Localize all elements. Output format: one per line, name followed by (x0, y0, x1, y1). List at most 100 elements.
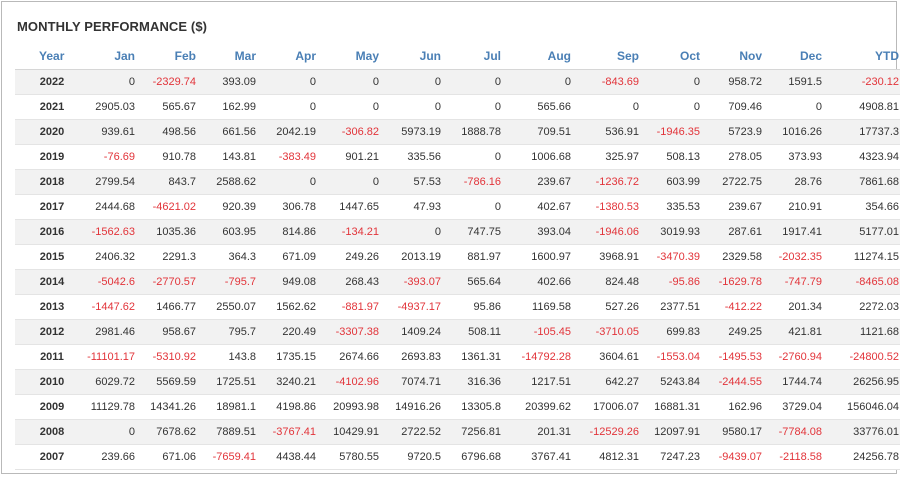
value-cell: -2032.35 (769, 244, 829, 270)
year-cell: 2016 (15, 219, 81, 245)
value-cell: 7861.68 (829, 169, 900, 195)
value-cell: 1169.58 (508, 294, 578, 320)
year-cell: 2009 (15, 394, 81, 420)
column-header-apr[interactable]: Apr (263, 42, 323, 70)
value-cell: 354.66 (829, 194, 900, 220)
value-cell: 0 (646, 69, 707, 95)
value-cell: 11274.15 (829, 244, 900, 270)
value-cell: 156046.04 (829, 394, 900, 420)
value-cell: -7784.08 (769, 419, 829, 445)
value-cell: 0 (81, 419, 142, 445)
value-cell: 843.7 (142, 169, 203, 195)
value-cell: 939.61 (81, 119, 142, 145)
value-cell: 143.81 (203, 144, 263, 170)
value-cell: 14916.26 (386, 394, 448, 420)
column-header-feb[interactable]: Feb (142, 42, 203, 70)
value-cell: -5310.92 (142, 344, 203, 370)
value-cell: -306.82 (323, 119, 386, 145)
value-cell: -14792.28 (508, 344, 578, 370)
value-cell: 393.04 (508, 219, 578, 245)
value-cell: 201.34 (769, 294, 829, 320)
value-cell: 47.93 (386, 194, 448, 220)
value-cell: 527.26 (578, 294, 646, 320)
value-cell: 565.66 (508, 94, 578, 120)
value-cell: 0 (448, 194, 508, 220)
column-header-jun[interactable]: Jun (386, 42, 448, 70)
value-cell: 0 (448, 69, 508, 95)
table-row: 2014 -5042.6 -2770.57 -795.7 949.08 268.43 -39… (15, 269, 900, 295)
value-cell: 13305.8 (448, 394, 508, 420)
value-cell: 3729.04 (769, 394, 829, 420)
value-cell: 306.78 (263, 194, 323, 220)
value-cell: 5723.9 (707, 119, 769, 145)
value-cell: -12529.26 (578, 419, 646, 445)
value-cell: 3240.21 (263, 369, 323, 395)
value-cell: 5569.59 (142, 369, 203, 395)
year-cell: 2013 (15, 294, 81, 320)
value-cell: 7256.81 (448, 419, 508, 445)
value-cell: 2981.46 (81, 319, 142, 345)
column-header-nov[interactable]: Nov (707, 42, 769, 70)
value-cell: 20993.98 (323, 394, 386, 420)
column-header-may[interactable]: May (323, 42, 386, 70)
value-cell: -881.97 (323, 294, 386, 320)
value-cell: 26256.95 (829, 369, 900, 395)
value-cell: 1217.51 (508, 369, 578, 395)
value-cell: 1409.24 (386, 319, 448, 345)
value-cell: 2377.51 (646, 294, 707, 320)
table-row: 2019 -76.69 910.78 143.81 -383.49 901.21 335.5… (15, 144, 900, 170)
value-cell: 4812.31 (578, 444, 646, 470)
column-header-year[interactable]: Year (15, 42, 81, 70)
value-cell: -747.79 (769, 269, 829, 295)
table-row: 2012 2981.46 958.67 795.7 220.49 -3307.38 1409… (15, 319, 900, 345)
value-cell: 9720.5 (386, 444, 448, 470)
table-row: 2011 -11101.17 -5310.92 143.8 1735.15 2674.66… (15, 344, 900, 370)
column-header-jan[interactable]: Jan (81, 42, 142, 70)
column-header-oct[interactable]: Oct (646, 42, 707, 70)
value-cell: -11101.17 (81, 344, 142, 370)
column-header-sep[interactable]: Sep (578, 42, 646, 70)
column-header-aug[interactable]: Aug (508, 42, 578, 70)
value-cell: 699.83 (646, 319, 707, 345)
value-cell: 162.96 (707, 394, 769, 420)
value-cell: 498.56 (142, 119, 203, 145)
value-cell: 1562.62 (263, 294, 323, 320)
value-cell: 0 (323, 69, 386, 95)
value-cell: 2042.19 (263, 119, 323, 145)
value-cell: -4621.02 (142, 194, 203, 220)
column-header-dec[interactable]: Dec (769, 42, 829, 70)
value-cell: -1495.53 (707, 344, 769, 370)
value-cell: -1236.72 (578, 169, 646, 195)
value-cell: 201.31 (508, 419, 578, 445)
value-cell: 210.91 (769, 194, 829, 220)
column-header-ytd[interactable]: YTD (829, 42, 900, 70)
value-cell: 2799.54 (81, 169, 142, 195)
table-row: 2007 239.66 671.06 -7659.41 4438.44 5780.55 97… (15, 444, 900, 470)
value-cell: 9580.17 (707, 419, 769, 445)
value-cell: 10429.91 (323, 419, 386, 445)
value-cell: -1562.63 (81, 219, 142, 245)
value-cell: 1744.74 (769, 369, 829, 395)
year-cell: 2010 (15, 369, 81, 395)
value-cell: 220.49 (263, 319, 323, 345)
value-cell: -105.45 (508, 319, 578, 345)
value-cell: 17737.3 (829, 119, 900, 145)
value-cell: 143.8 (203, 344, 263, 370)
value-cell: 249.26 (323, 244, 386, 270)
column-header-mar[interactable]: Mar (203, 42, 263, 70)
value-cell: -95.86 (646, 269, 707, 295)
value-cell: 6796.68 (448, 444, 508, 470)
value-cell: -1553.04 (646, 344, 707, 370)
table-row: 2008 0 7678.62 7889.51 -3767.41 10429.91 2722.… (15, 419, 900, 445)
column-header-jul[interactable]: Jul (448, 42, 508, 70)
value-cell: 2444.68 (81, 194, 142, 220)
header-row: Year Jan Feb Mar Apr May Jun Jul Aug Sep Oct Nov Dec… (15, 42, 900, 70)
value-cell: -134.21 (323, 219, 386, 245)
monthly-performance-table: Year Jan Feb Mar Apr May Jun Jul Aug Sep Oct Nov Dec… (15, 42, 900, 470)
value-cell: 1600.97 (508, 244, 578, 270)
value-cell: 671.09 (263, 244, 323, 270)
value-cell: 0 (386, 69, 448, 95)
value-cell: 402.67 (508, 194, 578, 220)
year-cell: 2017 (15, 194, 81, 220)
value-cell: 0 (323, 94, 386, 120)
